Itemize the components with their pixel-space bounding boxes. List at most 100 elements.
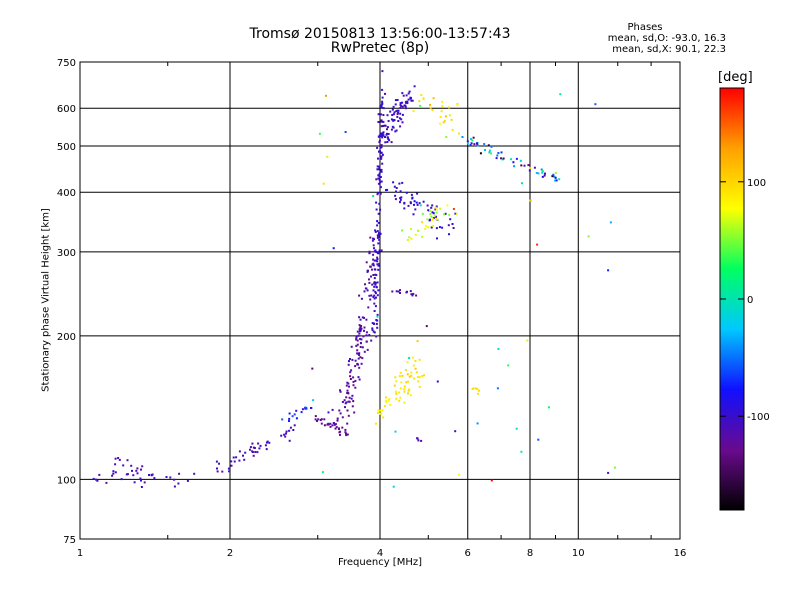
data-point [540,168,543,171]
data-point [523,164,526,167]
x-tick-label: 16 [674,548,687,559]
data-point [607,471,610,474]
data-point [358,316,361,319]
data-point [376,258,379,260]
data-point [371,268,373,271]
data-point [384,405,386,408]
data-point [380,120,383,123]
data-points [92,70,616,488]
data-point [456,104,459,107]
data-point [377,157,379,160]
data-point [398,117,401,120]
data-point [292,429,295,431]
data-point [305,407,308,410]
data-point [348,400,351,403]
data-point [314,418,317,421]
data-point [353,411,356,414]
data-point [435,218,438,220]
data-point [403,207,406,210]
data-point [552,175,555,178]
data-point [238,459,241,462]
data-point [355,344,358,347]
data-point [293,413,296,416]
data-point [125,473,128,476]
data-point [230,464,233,467]
data-point [395,290,398,293]
y-tick-label: 750 [57,58,76,69]
data-point [376,230,379,233]
data-point [379,176,382,178]
data-point [444,119,446,122]
data-point [474,387,477,390]
data-point [419,104,422,107]
data-point [363,350,366,353]
data-point [414,367,417,370]
data-point [411,99,414,102]
data-point [391,108,394,111]
data-point [541,175,544,178]
data-point [117,457,120,459]
data-point [341,416,344,419]
data-point [445,136,448,138]
data-point [415,294,418,297]
data-point [368,334,371,336]
data-point [314,415,317,418]
data-point [380,119,383,122]
data-point [416,376,419,378]
data-point [310,407,313,409]
data-point [435,215,437,218]
colorbar-tick-label: -100 [747,412,770,423]
data-point [377,289,380,292]
data-point [476,144,479,147]
data-point [371,239,374,242]
data-point [376,315,379,318]
data-point [112,470,115,473]
data-point [512,161,515,164]
data-point [397,120,400,122]
data-point [440,110,443,113]
data-point [413,85,416,88]
data-point [520,164,523,167]
data-point [300,411,303,414]
data-point [285,430,288,433]
x-ticks: 1 2 4 6 8 10 16 [77,62,687,559]
data-point [527,164,530,167]
data-point [405,381,408,384]
data-point [432,217,435,220]
data-point [346,392,349,394]
data-point [359,326,362,329]
data-point [361,316,364,319]
data-point [354,386,357,389]
x-tick-label: 2 [227,548,233,559]
data-point [479,152,482,155]
data-point [444,212,447,215]
phases-heading: Phases [627,22,663,33]
data-point [430,226,433,229]
data-point [449,218,452,221]
data-point [441,100,444,103]
data-point [374,273,377,276]
data-point [410,374,413,377]
data-point [320,422,323,425]
data-point [401,113,404,116]
data-point [386,114,389,117]
data-point [487,144,490,147]
data-point [373,294,376,297]
data-point [368,294,371,297]
data-point [371,322,374,325]
data-point [454,430,457,433]
data-point [472,387,475,390]
data-point [140,479,142,482]
data-point [92,477,95,480]
data-point [356,349,359,352]
data-point [519,159,522,162]
data-point [404,107,407,110]
data-point [381,103,384,106]
data-point [348,385,350,388]
colorbar-ticks: 100 0 -100 [720,178,770,423]
data-point [381,134,383,136]
data-point [377,242,380,245]
data-point [379,409,382,412]
data-point [390,118,393,121]
data-point [421,375,424,377]
